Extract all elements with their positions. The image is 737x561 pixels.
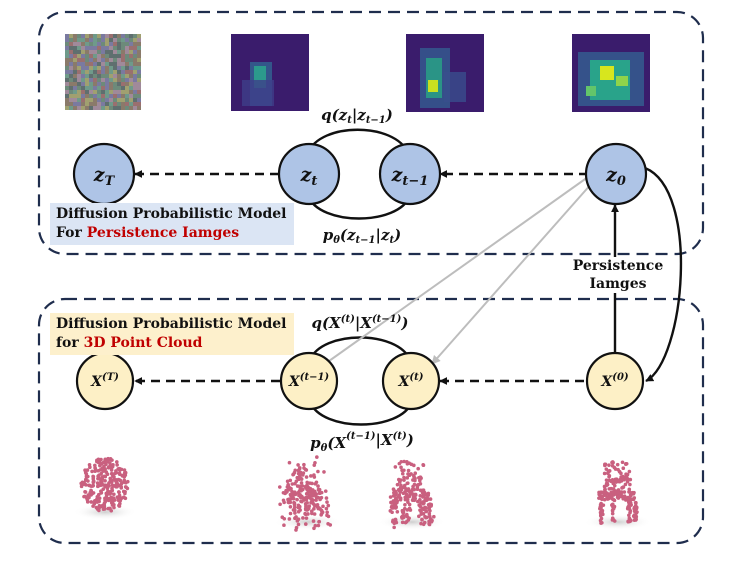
- persistence-image-2: [406, 34, 484, 112]
- bottom-label-highlight: 3D Point Cloud: [83, 335, 203, 351]
- persistence-image-3: [572, 34, 650, 112]
- top-label-line1: Diffusion Probabilistic Model: [56, 206, 287, 222]
- node-x-T-label: X(T): [90, 372, 119, 390]
- z0-to-x0-arc: [644, 166, 683, 383]
- cross-arrow-1: [321, 176, 589, 367]
- node-x-0: [585, 351, 645, 411]
- pi-label-line2: Iamges: [589, 276, 647, 292]
- node-z-T-label: zT: [93, 164, 116, 189]
- bottom-label-prefix: for: [56, 335, 79, 351]
- top-panel-border: [37, 10, 705, 256]
- node-x-t-1-label: X(t−1): [288, 372, 330, 390]
- node-z-t-1-label: zt−1: [391, 164, 429, 189]
- bottom-panel-label: Diffusion Probabilistic Model for 3D Poi…: [50, 313, 294, 355]
- node-z-t-1: [378, 142, 442, 206]
- bottom-reverse-arc: [308, 401, 414, 426]
- cross-arrow-2: [431, 182, 593, 365]
- node-x-t: [381, 351, 441, 411]
- node-x-t-label: X(t): [398, 372, 424, 390]
- bottom-label-line1: Diffusion Probabilistic Model: [56, 316, 287, 332]
- bottom-reverse-eq: pθ(X(t−1)|X(t)): [310, 431, 414, 454]
- point-cloud-partial-1: [274, 455, 342, 532]
- node-z-t: [277, 142, 341, 206]
- bottom-forward-eq: q(X(t)|X(t−1)): [312, 314, 409, 332]
- top-reverse-arc: [306, 195, 412, 220]
- pi-label-line1: Persistence: [572, 258, 664, 274]
- top-label-prefix: For: [56, 225, 82, 241]
- node-z-t-label: zt: [300, 164, 318, 189]
- top-label-highlight: Persistence Iamges: [86, 225, 240, 241]
- persistence-images-label: Persistence Iamges: [558, 257, 678, 293]
- persistence-image-1: [231, 34, 309, 111]
- noise-image: [65, 34, 141, 110]
- point-cloud-noise: [73, 456, 137, 520]
- node-z-0-label: z0: [605, 164, 626, 189]
- node-x-0-label: X(0): [600, 372, 629, 390]
- top-reverse-eq: pθ(zt−1|zt): [323, 226, 401, 246]
- node-z-0: [584, 142, 648, 206]
- bottom-forward-arc: [308, 336, 412, 361]
- bottom-panel-border: [37, 297, 705, 545]
- point-cloud-partial-2: [378, 459, 446, 530]
- point-cloud-chair: [584, 460, 652, 530]
- top-panel-label: Diffusion Probabilistic Model For Persis…: [50, 203, 294, 245]
- node-x-t-1: [279, 351, 339, 411]
- top-forward-eq: q(zt|zt−1): [321, 106, 393, 126]
